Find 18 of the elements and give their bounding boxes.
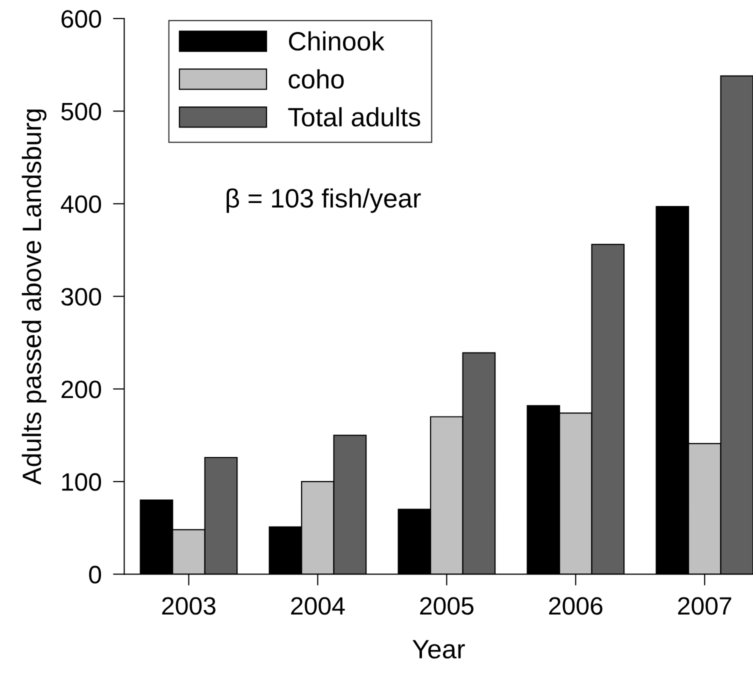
legend-label: Total adults <box>288 107 420 127</box>
x-tick-label: 2007 <box>678 597 732 615</box>
annotation: β = 103 fish/year <box>226 188 421 213</box>
x-axis-title: Year <box>412 640 465 659</box>
legend-label: Chinook <box>288 31 384 51</box>
x-tick-label: 2005 <box>420 597 474 615</box>
y-tick-label: 200 <box>62 380 102 398</box>
y-tick-label: 100 <box>62 473 102 491</box>
x-tick-label: 2006 <box>549 597 602 615</box>
y-tick-label: 400 <box>60 195 102 214</box>
legend-label: coho <box>288 69 344 89</box>
y-axis-title: Adults passed above Landsburg <box>22 110 46 485</box>
x-tick-label: 2004 <box>291 597 345 615</box>
y-tick-label: 0 <box>89 566 102 584</box>
y-tick-label: 500 <box>61 102 102 120</box>
y-tick-label: 600 <box>62 10 102 28</box>
x-tick-label: 2003 <box>162 597 216 615</box>
y-tick-label: 300 <box>61 288 102 306</box>
